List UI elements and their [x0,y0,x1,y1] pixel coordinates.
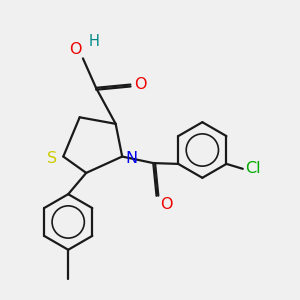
Text: Cl: Cl [245,161,261,176]
Text: S: S [47,151,57,166]
Text: O: O [134,77,147,92]
Text: H: H [89,34,100,49]
Text: N: N [125,151,138,166]
Text: O: O [160,197,173,212]
Text: O: O [69,42,81,57]
